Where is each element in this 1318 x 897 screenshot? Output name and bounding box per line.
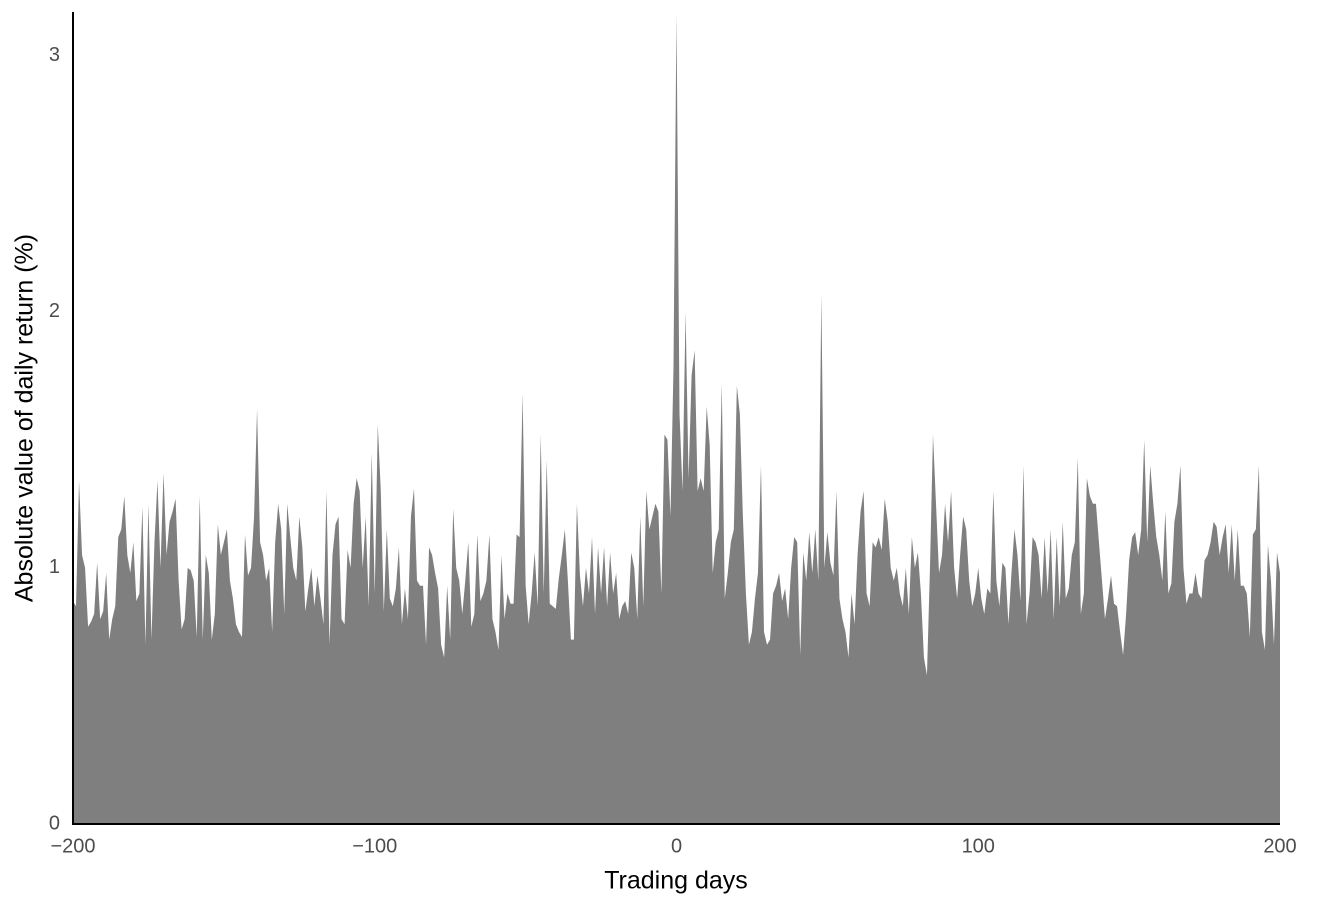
x-axis-title: Trading days — [604, 867, 748, 895]
y-tick-label: 3 — [49, 44, 60, 66]
x-tick-label: −200 — [50, 835, 95, 857]
y-axis-title: Absolute value of daily return (%) — [11, 234, 39, 602]
area — [73, 14, 1280, 825]
y-tick-label: 2 — [49, 300, 60, 322]
y-tick-label: 0 — [49, 812, 60, 834]
plot-area — [73, 14, 1280, 825]
x-tick-label: 200 — [1263, 835, 1296, 857]
y-tick-label: 1 — [49, 556, 60, 578]
x-tick-label: 100 — [962, 835, 995, 857]
x-tick-label: −100 — [352, 835, 397, 857]
x-tick-label: 0 — [671, 835, 682, 857]
